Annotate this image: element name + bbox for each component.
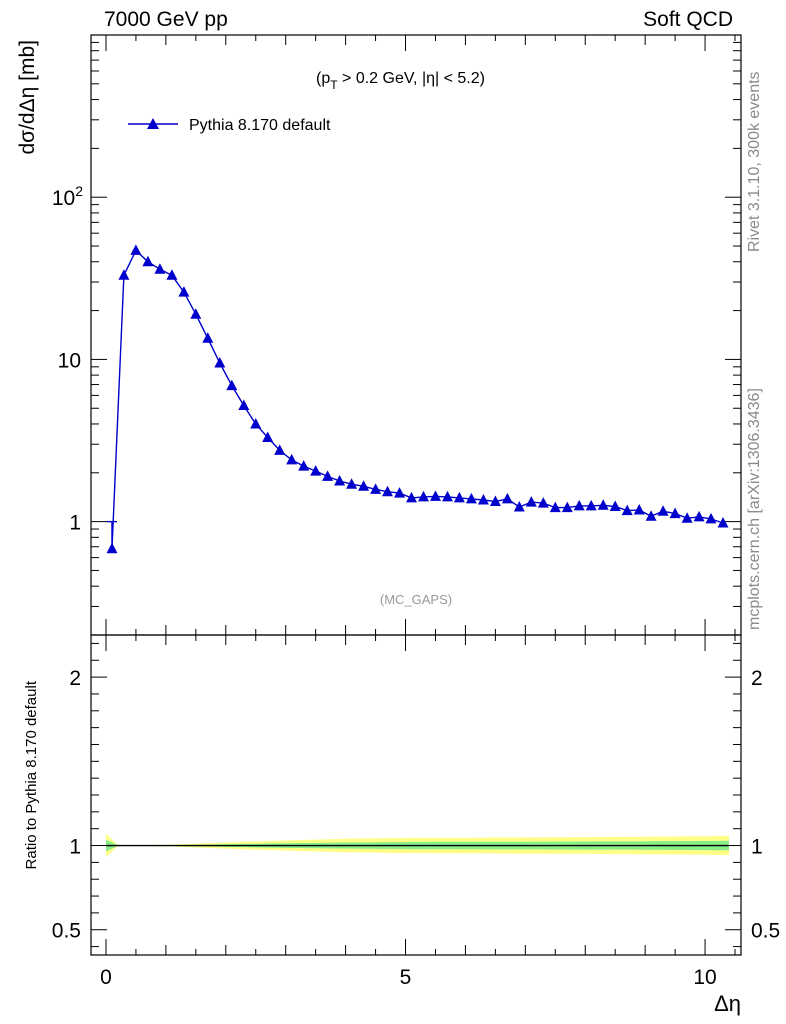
- data-point: [537, 497, 549, 508]
- data-point: [585, 499, 597, 511]
- data-point: [238, 399, 250, 410]
- series-line-pythia: [111, 249, 724, 549]
- x-tick-label: 0: [100, 966, 112, 989]
- x-tick-label: 5: [400, 966, 412, 989]
- data-point: [274, 444, 286, 455]
- data-point: [645, 510, 657, 521]
- x-axis-label: Δη: [714, 991, 741, 1016]
- data-point: [549, 501, 561, 513]
- data-point: [382, 485, 393, 497]
- data-point: [334, 475, 346, 486]
- data-point: [178, 286, 190, 297]
- data-point: [118, 269, 130, 280]
- data-point: [501, 492, 513, 504]
- data-point: [717, 517, 729, 528]
- data-point: [346, 478, 358, 489]
- data-point: [142, 255, 154, 267]
- ratio-y-axis-label: Ratio to Pythia 8.170 default: [23, 680, 40, 869]
- data-point: [202, 332, 214, 343]
- data-point: [657, 505, 669, 516]
- data-point: [370, 483, 382, 494]
- data-point: [262, 431, 274, 442]
- data-point: [525, 496, 537, 507]
- data-point: [609, 500, 621, 511]
- ratio-y-tick-label-right: 1: [751, 836, 763, 859]
- data-point: [693, 510, 705, 522]
- data-point: [669, 507, 681, 519]
- data-point: [250, 418, 262, 429]
- data-point: [597, 499, 609, 510]
- data-point: [621, 504, 633, 516]
- data-point: [286, 453, 298, 465]
- data-point: [298, 460, 310, 471]
- data-point: [681, 512, 693, 523]
- data-point: [453, 491, 465, 503]
- data-point: [166, 269, 178, 280]
- data-point: [418, 490, 429, 502]
- ratio-frame: [90, 634, 742, 956]
- data-point: [358, 480, 370, 491]
- data-point: [477, 494, 489, 505]
- data-point: [190, 308, 202, 319]
- panel-frames: [90, 34, 742, 956]
- legend-marker: [147, 118, 159, 129]
- data-point: [130, 244, 142, 255]
- main-y-tick-label: 1: [69, 512, 81, 535]
- x-tick-label: 10: [693, 966, 716, 989]
- data-point: [154, 263, 166, 274]
- analysis-watermark: (MC_GAPS): [380, 592, 452, 607]
- main-y-tick-label: 10: [58, 349, 81, 372]
- ratio-y-tick-label: 2: [69, 667, 81, 690]
- data-point: [106, 542, 118, 554]
- data-point: [561, 501, 573, 513]
- main-y-axis-label: dσ/dΔη [mb]: [16, 40, 39, 155]
- header-right: Soft QCD: [643, 8, 733, 31]
- data-point: [442, 490, 453, 502]
- ratio-y-tick-label-right: 2: [751, 667, 763, 690]
- legend-label: Pythia 8.170 default: [189, 117, 331, 134]
- data-point: [310, 465, 322, 476]
- cut-annotation: (pT > 0.2 GeV, |η| < 5.2): [316, 70, 485, 92]
- data-point: [394, 487, 405, 498]
- data-point: [573, 499, 585, 511]
- main-y-tick-label: 102: [52, 183, 83, 210]
- data-point: [226, 379, 238, 391]
- data-point: [705, 512, 717, 524]
- data-point: [322, 470, 334, 481]
- data-point: [633, 504, 645, 515]
- ratio-y-tick-label: 0.5: [52, 920, 81, 943]
- data-point: [465, 492, 477, 504]
- ratio-y-tick-label-right: 0.5: [751, 920, 780, 943]
- data-point: [513, 501, 525, 512]
- data-point: [406, 491, 417, 503]
- main-panel: 102 10 1 dσ/dΔη [mb] (pT > 0.2 GeV, |η| < 5.…: [16, 35, 741, 636]
- ratio-y-tick-label: 1: [69, 836, 81, 859]
- header-left: 7000 GeV pp: [104, 8, 228, 31]
- data-point: [214, 357, 226, 368]
- data-point: [489, 495, 501, 506]
- data-point: [430, 490, 441, 501]
